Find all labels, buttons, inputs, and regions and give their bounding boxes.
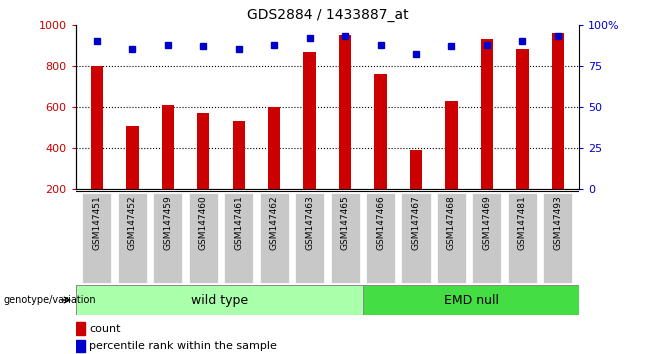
Text: GSM147481: GSM147481 <box>518 195 527 250</box>
Bar <box>551 33 564 189</box>
FancyBboxPatch shape <box>330 193 360 283</box>
Text: genotype/variation: genotype/variation <box>3 295 96 305</box>
Bar <box>363 285 579 315</box>
FancyBboxPatch shape <box>472 193 501 283</box>
Bar <box>232 121 245 189</box>
FancyBboxPatch shape <box>82 193 111 283</box>
Bar <box>516 50 528 189</box>
FancyBboxPatch shape <box>295 193 324 283</box>
Bar <box>76 285 363 315</box>
FancyBboxPatch shape <box>260 193 289 283</box>
Bar <box>126 126 139 189</box>
FancyBboxPatch shape <box>544 193 572 283</box>
Bar <box>481 39 493 189</box>
FancyBboxPatch shape <box>189 193 218 283</box>
FancyBboxPatch shape <box>437 193 466 283</box>
FancyBboxPatch shape <box>401 193 430 283</box>
Text: GSM147462: GSM147462 <box>270 195 279 250</box>
FancyBboxPatch shape <box>153 193 182 283</box>
Bar <box>410 150 422 189</box>
Text: percentile rank within the sample: percentile rank within the sample <box>89 341 277 351</box>
Bar <box>268 107 280 189</box>
Bar <box>445 101 457 189</box>
Text: wild type: wild type <box>191 293 248 307</box>
Bar <box>76 340 85 352</box>
Text: GSM147452: GSM147452 <box>128 195 137 250</box>
Text: GSM147463: GSM147463 <box>305 195 314 250</box>
Bar <box>374 74 387 189</box>
Text: GSM147493: GSM147493 <box>553 195 563 250</box>
Text: GSM147460: GSM147460 <box>199 195 208 250</box>
Text: GSM147468: GSM147468 <box>447 195 456 250</box>
Text: EMD null: EMD null <box>443 293 499 307</box>
Text: GSM147469: GSM147469 <box>482 195 492 250</box>
FancyBboxPatch shape <box>508 193 537 283</box>
Title: GDS2884 / 1433887_at: GDS2884 / 1433887_at <box>247 8 408 22</box>
Bar <box>162 105 174 189</box>
Text: GSM147466: GSM147466 <box>376 195 385 250</box>
Text: count: count <box>89 324 121 333</box>
Text: GSM147451: GSM147451 <box>92 195 101 250</box>
Bar <box>91 66 103 189</box>
Text: GSM147461: GSM147461 <box>234 195 243 250</box>
Text: GSM147467: GSM147467 <box>411 195 420 250</box>
FancyBboxPatch shape <box>118 193 147 283</box>
Bar <box>197 113 209 189</box>
Bar <box>303 52 316 189</box>
Bar <box>76 322 85 335</box>
Text: GSM147459: GSM147459 <box>163 195 172 250</box>
Text: GSM147465: GSM147465 <box>341 195 349 250</box>
Bar <box>339 35 351 189</box>
FancyBboxPatch shape <box>224 193 253 283</box>
FancyBboxPatch shape <box>366 193 395 283</box>
